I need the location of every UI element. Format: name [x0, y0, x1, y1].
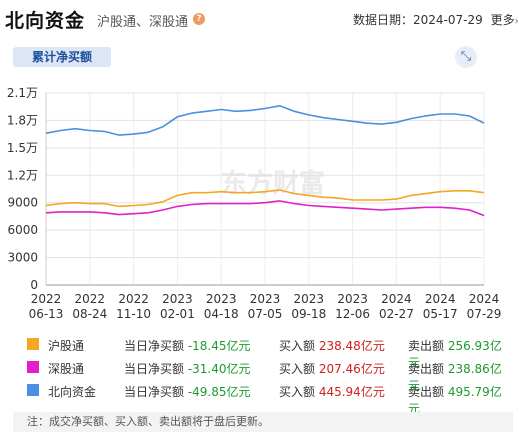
date-label: 数据日期： — [353, 13, 414, 27]
sell-amount-value: 256.93亿元 — [408, 339, 502, 370]
net-buy: 当日净买额 -18.45亿元 — [124, 337, 251, 354]
chart: 03000600090001.2万1.5万1.8万2.1万202206-1320… — [7, 86, 502, 321]
net-buy: 当日净买额 -49.85亿元 — [124, 383, 251, 400]
series-line — [45, 200, 485, 217]
buy-amount-value: 207.46亿元 — [318, 362, 385, 376]
buy-amount: 买入额 207.46亿元 — [279, 360, 385, 377]
x-tick-year: 2023 — [162, 292, 193, 306]
legend-swatch — [27, 384, 39, 396]
legend-swatch — [27, 338, 39, 350]
legend-name: 北向资金 — [48, 385, 97, 399]
x-tick-date: 08-24 — [72, 307, 107, 321]
help-icon[interactable]: ? — [193, 13, 205, 25]
watermark-logo: 东方财富 — [221, 168, 325, 199]
legend: 沪股通 当日净买额 -18.45亿元 买入额 238.48亿元 卖出额 256.93亿… — [16, 333, 513, 416]
x-tick-year: 2023 — [250, 292, 281, 306]
legend-row[interactable]: 深股通 当日净买额 -31.40亿元 买入额 207.46亿元 卖出额 238.86亿… — [16, 356, 513, 393]
x-tick-date: 02-01 — [160, 307, 195, 321]
x-tick-date: 06-13 — [29, 307, 64, 321]
net-buy-label: 当日净买额 — [124, 362, 188, 376]
y-tick-label: 1.2万 — [7, 168, 38, 182]
x-tick-year: 2024 — [425, 292, 456, 306]
legend-name: 深股通 — [48, 362, 85, 376]
expand-icon[interactable]: ⤡ — [455, 46, 477, 68]
x-tick-year: 2023 — [206, 292, 237, 306]
buy-amount-value: 445.94亿元 — [318, 385, 385, 399]
buy-amount-value: 238.48亿元 — [318, 339, 385, 353]
net-buy-label: 当日净买额 — [124, 385, 188, 399]
y-tick-label: 3000 — [7, 251, 38, 265]
sell-amount-value: 238.86亿元 — [408, 362, 502, 393]
x-tick-date: 02-27 — [379, 307, 414, 321]
x-tick-date: 11-10 — [116, 307, 151, 321]
legend-row[interactable]: 沪股通 当日净买额 -18.45亿元 买入额 238.48亿元 卖出额 256.93亿… — [16, 333, 513, 370]
y-tick-label: 1.5万 — [7, 141, 38, 155]
sell-amount-label: 卖出额 — [408, 339, 448, 353]
footnote: 注：成交净买额、买入额、卖出额将于盘后更新。 — [13, 412, 513, 432]
sell-amount-label: 卖出额 — [408, 362, 448, 376]
cumulative-net-buy-tab[interactable]: 累计净买额 — [13, 47, 111, 67]
page-subtitle: 沪股通、深股通 — [97, 15, 189, 30]
legend-name: 沪股通 — [48, 339, 85, 353]
more-link[interactable]: 更多 — [490, 13, 515, 27]
x-tick-year: 2022 — [31, 292, 62, 306]
legend-swatch — [27, 361, 39, 373]
x-tick-date: 09-18 — [291, 307, 326, 321]
y-tick-label: 1.8万 — [7, 113, 38, 127]
net-buy-value: -18.45亿元 — [187, 339, 251, 353]
x-tick-date: 12-06 — [335, 307, 370, 321]
x-tick-year: 2023 — [337, 292, 368, 306]
buy-amount: 买入额 238.48亿元 — [279, 337, 385, 354]
y-tick-label: 0 — [30, 278, 38, 292]
net-buy: 当日净买额 -31.40亿元 — [124, 360, 251, 377]
y-tick-label: 6000 — [7, 223, 38, 237]
x-tick-year: 2024 — [381, 292, 412, 306]
x-tick-year: 2022 — [118, 292, 149, 306]
x-tick-year: 2023 — [294, 292, 325, 306]
page-title: 北向资金 — [5, 10, 86, 32]
y-tick-label: 9000 — [7, 196, 38, 210]
x-tick-date: 07-05 — [248, 307, 283, 321]
sell-amount-label: 卖出额 — [408, 385, 448, 399]
header: 北向资金 沪股通、深股通 ? 数据日期：2024-07-29 更多› — [0, 0, 519, 38]
net-buy-label: 当日净买额 — [124, 339, 188, 353]
net-buy-value: -49.85亿元 — [187, 385, 251, 399]
buy-amount-label: 买入额 — [279, 385, 319, 399]
y-tick-label: 2.1万 — [7, 86, 38, 100]
series-line — [45, 189, 485, 208]
x-tick-year: 2022 — [75, 292, 106, 306]
buy-amount-label: 买入额 — [279, 362, 319, 376]
net-buy-value: -31.40亿元 — [187, 362, 251, 376]
x-tick-date: 05-17 — [423, 307, 458, 321]
buy-amount-label: 买入额 — [279, 339, 319, 353]
x-tick-year: 2024 — [469, 292, 500, 306]
data-date: 数据日期：2024-07-29 更多› — [353, 11, 519, 28]
buy-amount: 买入额 445.94亿元 — [279, 383, 385, 400]
x-tick-date: 07-29 — [467, 307, 502, 321]
date-value: 2024-07-29 — [413, 13, 483, 27]
sell-amount: 卖出额 238.86亿元 — [408, 360, 513, 394]
chevron-right-icon[interactable]: › — [514, 16, 519, 27]
sell-amount: 卖出额 256.93亿元 — [408, 337, 513, 371]
legend-row[interactable]: 北向资金 当日净买额 -49.85亿元 买入额 445.94亿元 卖出额 495.79… — [16, 379, 513, 416]
series-line — [45, 104, 485, 136]
x-tick-date: 04-18 — [204, 307, 239, 321]
